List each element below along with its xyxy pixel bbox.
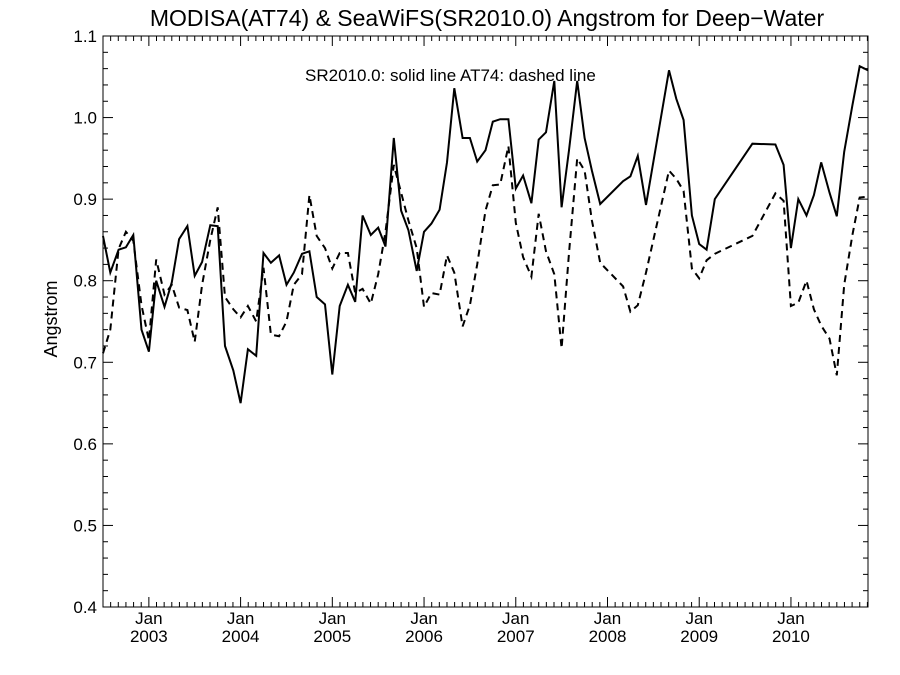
axes: 0.40.50.60.70.80.91.01.1Jan2003Jan2004Ja…	[73, 27, 869, 646]
chart-title: MODISA(AT74) & SeaWiFS(SR2010.0) Angstro…	[150, 5, 825, 31]
y-tick-label: 1.1	[73, 27, 97, 46]
x-tick-label: Jan	[502, 609, 529, 628]
x-tick-year-label: 2009	[680, 627, 718, 646]
y-tick-label: 0.9	[73, 190, 97, 209]
y-tick-label: 0.8	[73, 272, 97, 291]
x-tick-label: Jan	[777, 609, 804, 628]
legend-annotation: SR2010.0: solid line AT74: dashed line	[305, 66, 596, 85]
x-tick-label: Jan	[410, 609, 437, 628]
x-tick-year-label: 2007	[497, 627, 535, 646]
x-tick-year-label: 2010	[772, 627, 810, 646]
series-line-sr2010	[102, 64, 869, 404]
y-tick-label: 0.7	[73, 353, 97, 372]
y-tick-label: 0.5	[73, 516, 97, 535]
y-tick-label: 1.0	[73, 109, 97, 128]
x-tick-year-label: 2005	[313, 627, 351, 646]
y-tick-label: 0.6	[73, 435, 97, 454]
y-axis-label: Angstrom	[41, 280, 61, 357]
x-tick-label: Jan	[319, 609, 346, 628]
x-tick-year-label: 2006	[405, 627, 443, 646]
x-tick-label: Jan	[227, 609, 254, 628]
x-tick-year-label: 2008	[589, 627, 627, 646]
y-tick-label: 0.4	[73, 598, 97, 617]
x-tick-label: Jan	[594, 609, 621, 628]
x-tick-label: Jan	[686, 609, 713, 628]
x-tick-year-label: 2003	[130, 627, 168, 646]
x-tick-label: Jan	[135, 609, 162, 628]
x-tick-year-label: 2004	[222, 627, 260, 646]
plot-area	[102, 64, 869, 404]
series-line-at74	[102, 145, 869, 376]
